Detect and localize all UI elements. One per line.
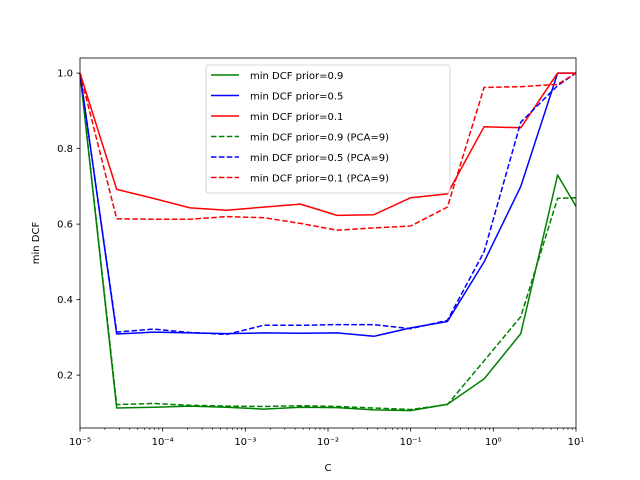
x-tick-label: 10⁰: [485, 437, 502, 448]
series-line-1: [79, 72, 576, 338]
x-tick-label: 10⁻⁴: [152, 437, 174, 448]
series-line-5: [79, 72, 577, 231]
y-tick-label: 1.0: [57, 69, 73, 80]
y-tick-label: 0.6: [57, 220, 73, 231]
x-tick-label: 10⁻³: [234, 437, 256, 448]
x-tick-label: 10¹: [568, 437, 585, 448]
x-tick-label: 10⁻⁵: [69, 437, 91, 448]
legend-label-4: min DCF prior=0.5 (PCA=9): [250, 153, 389, 164]
legend-label-0: min DCF prior=0.9: [250, 71, 343, 82]
x-axis-title: C: [325, 463, 332, 474]
series-line-2: [79, 72, 576, 217]
y-tick-label: 0.4: [57, 295, 73, 306]
x-tick-label: 10⁻²: [317, 437, 339, 448]
legend-label-1: min DCF prior=0.5: [250, 92, 343, 103]
series-layer: [79, 72, 577, 412]
y-tick-label: 0.2: [57, 371, 73, 382]
series-line-0: [79, 73, 577, 412]
legend-label-2: min DCF prior=0.1: [250, 112, 343, 123]
legend-label-5: min DCF prior=0.1 (PCA=9): [250, 174, 389, 185]
x-tick-label: 10⁻¹: [400, 437, 422, 448]
y-tick-label: 0.8: [57, 144, 73, 155]
series-line-3: [79, 73, 577, 411]
y-axis: 0.2 0.4 0.6 0.8 1.0: [57, 69, 80, 382]
y-axis-title: min DCF: [31, 222, 42, 265]
legend-label-3: min DCF prior=0.9 (PCA=9): [250, 133, 389, 144]
series-line-4: [79, 72, 577, 336]
legend-box: [205, 64, 451, 194]
x-axis: 10⁻⁵ 10⁻⁴ 10⁻³ 10⁻² 10⁻¹ 10⁰ 10¹: [69, 428, 584, 448]
legend: min DCF prior=0.9 min DCF prior=0.5 min DC…: [205, 64, 451, 194]
